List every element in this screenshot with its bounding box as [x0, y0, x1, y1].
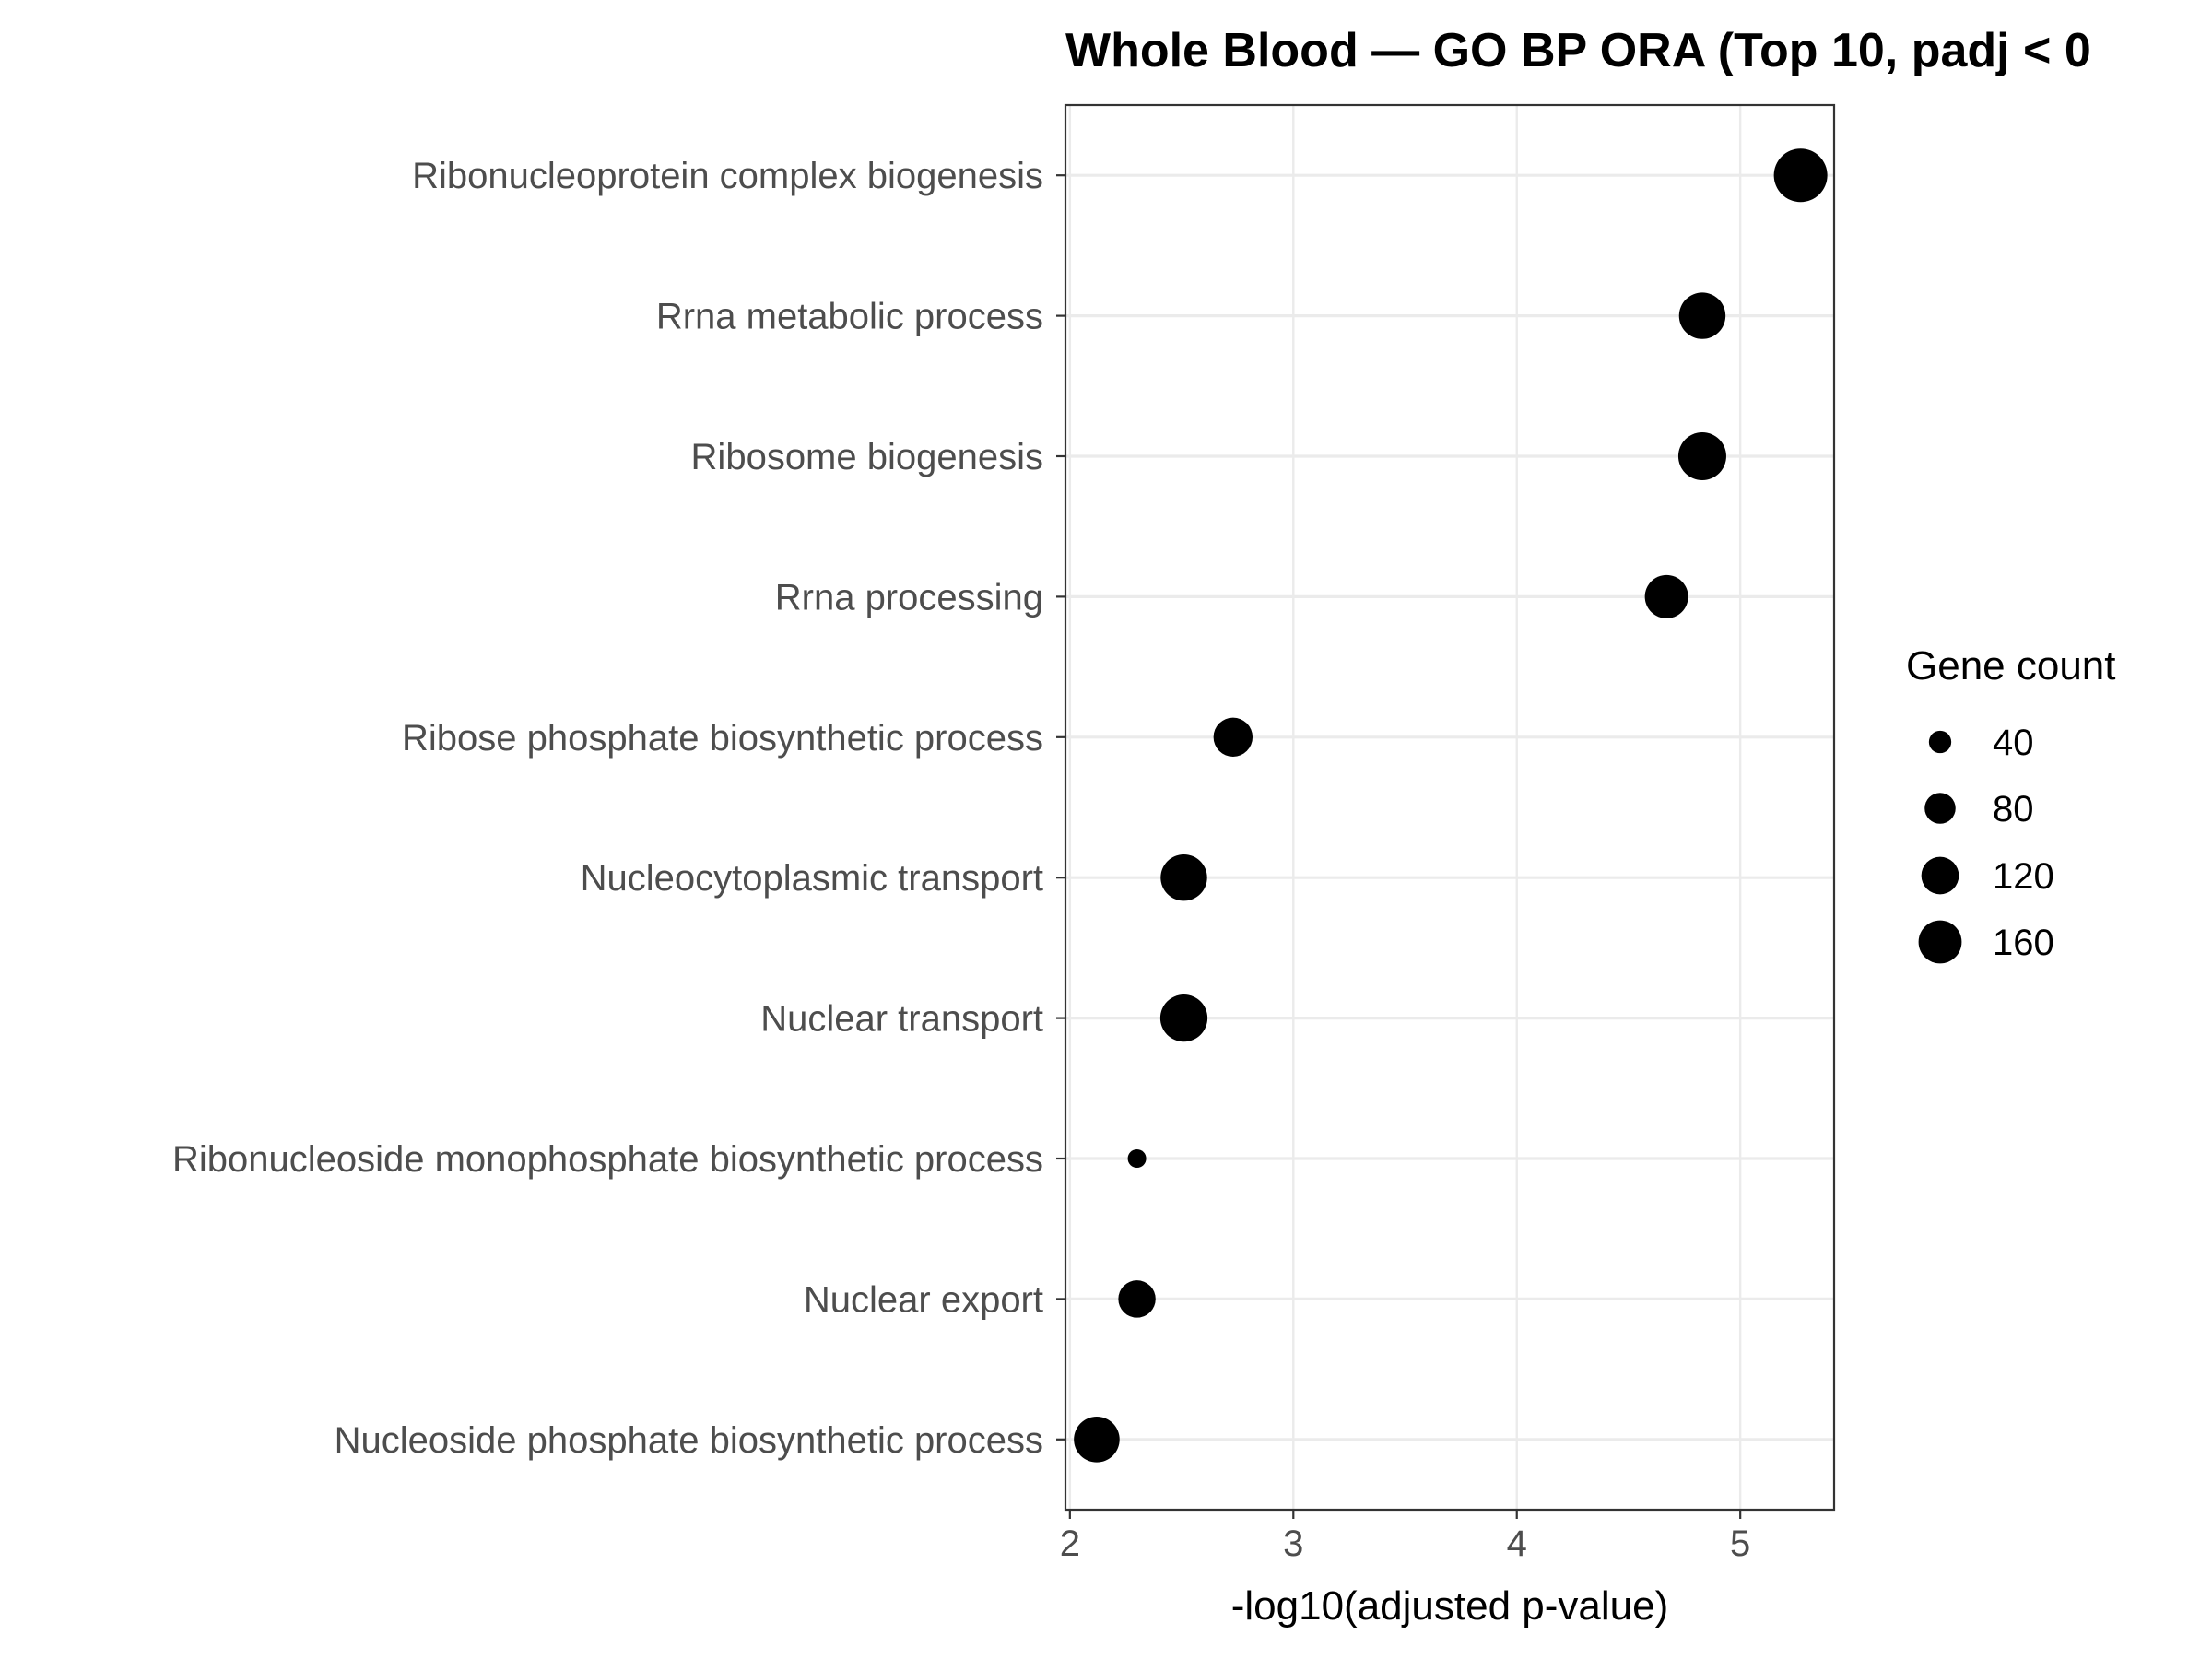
category-label: Nucleoside phosphate biosynthetic proces…: [335, 1420, 1043, 1461]
panel-border: [1064, 103, 1836, 1512]
category-labels: Ribonucleoprotein complex biogenesis Rrna…: [172, 156, 1043, 1461]
category-label: Nuclear transport: [760, 999, 1043, 1040]
x-tick-label: 5: [1730, 1524, 1750, 1564]
legend-label: 160: [1993, 923, 2054, 963]
data-point: [1160, 853, 1207, 901]
legend-key: [1924, 793, 1956, 824]
category-label: Ribonucleoprotein complex biogenesis: [412, 156, 1043, 196]
data-points: [1074, 148, 1828, 1463]
x-tick-label: 4: [1507, 1524, 1527, 1564]
size-legend: Gene count 40 80 120 160: [1906, 643, 2116, 964]
data-point: [1074, 1417, 1120, 1463]
category-label: Rrna processing: [775, 577, 1043, 618]
data-point: [1773, 148, 1828, 203]
category-label: Ribosome biogenesis: [691, 437, 1043, 477]
data-point: [1677, 431, 1726, 481]
legend-label: 80: [1993, 789, 2034, 830]
x-tick-label: 2: [1060, 1524, 1080, 1564]
legend-title: Gene count: [1906, 643, 2116, 688]
legend-key: [1918, 920, 1962, 964]
data-point: [1213, 717, 1253, 758]
data-point: [1678, 292, 1726, 339]
legend-key: [1921, 856, 1959, 895]
category-label: Ribonucleoside monophosphate biosyntheti…: [172, 1139, 1043, 1180]
legend-label: 40: [1993, 723, 2034, 763]
x-axis-title: -log10(adjusted p-value): [1231, 1583, 1669, 1629]
data-point: [1159, 994, 1208, 1042]
category-label: Nuclear export: [804, 1279, 1043, 1320]
data-point: [1644, 574, 1688, 618]
data-point: [1118, 1280, 1156, 1318]
axis-ticks: [1056, 174, 1742, 1519]
data-point: [1127, 1149, 1147, 1168]
x-tick-labels: 2 3 4 5: [1060, 1524, 1751, 1564]
legend-label: 120: [1993, 856, 2054, 897]
category-label: Rrna metabolic process: [656, 297, 1043, 337]
chart-title: Whole Blood — GO BP ORA (Top 10, padj < …: [1065, 24, 2091, 77]
category-label: Nucleocytoplasmic transport: [581, 858, 1043, 899]
legend-key: [1928, 730, 1952, 754]
category-label: Ribose phosphate biosynthetic process: [402, 718, 1043, 759]
x-tick-label: 3: [1283, 1524, 1303, 1564]
